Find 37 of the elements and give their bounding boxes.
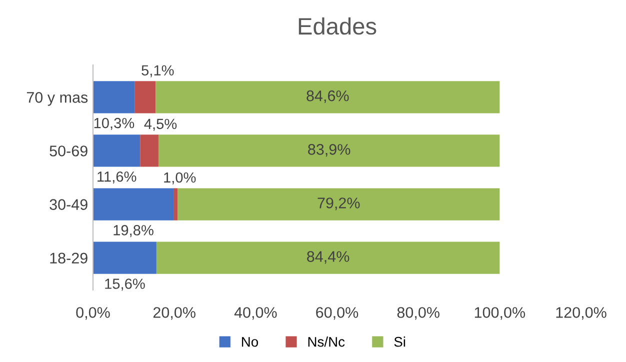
legend-label: Ns/Nc <box>308 336 345 347</box>
data-label: 10,3% <box>94 118 134 130</box>
chart-title: Edades <box>298 17 376 35</box>
bar <box>156 81 500 114</box>
data-label: 1,0% <box>164 172 196 184</box>
data-label: 84,6% <box>306 90 349 104</box>
bar <box>158 134 500 167</box>
data-label: 84,4% <box>307 251 350 264</box>
bar <box>93 81 135 114</box>
x-tick-label: 40,0% <box>234 307 277 320</box>
x-tick-label: 120,0% <box>556 307 606 320</box>
bar <box>93 134 140 167</box>
x-tick-label: 100,0% <box>474 307 526 320</box>
y-tick-label: 50-69 <box>50 146 88 156</box>
legend-label: Si <box>394 336 406 347</box>
data-label: 4,5% <box>144 118 177 131</box>
bar <box>93 242 156 274</box>
data-label: 83,9% <box>308 144 350 157</box>
bar <box>178 188 500 220</box>
data-label: 19,8% <box>114 225 154 238</box>
x-tick-label: 20,0% <box>153 307 196 320</box>
data-label: 79,2% <box>318 198 360 210</box>
x-tick-label: 60,0% <box>316 307 358 320</box>
data-label: 5,1% <box>142 65 174 78</box>
data-label: 15,6% <box>105 278 145 291</box>
bar <box>93 188 174 220</box>
y-tick-label: 70 y mas <box>26 92 88 106</box>
legend-label: No <box>242 337 258 347</box>
x-tick-label: 0,0% <box>76 307 110 320</box>
bar <box>174 188 178 220</box>
bar <box>140 134 158 167</box>
y-tick-label: 30-49 <box>50 199 88 210</box>
data-label: 11,6% <box>98 171 136 184</box>
bar <box>156 242 500 274</box>
bar <box>134 81 156 114</box>
x-tick-label: 80,0% <box>397 307 440 320</box>
y-tick-label: 18-29 <box>50 252 88 264</box>
